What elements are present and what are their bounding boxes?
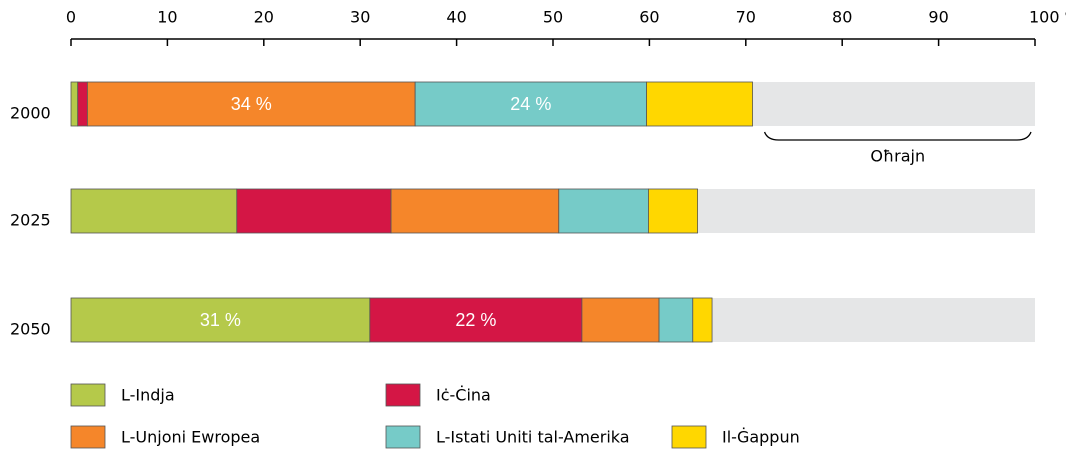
bar-segment — [646, 81, 753, 127]
bar-segment — [390, 188, 560, 234]
legend-label: Iċ-Ċina — [436, 386, 491, 405]
bar-segment — [648, 188, 698, 234]
annotation: Oħrajn — [870, 147, 925, 166]
value-label: 34 % — [231, 94, 272, 114]
x-tick-label: 60 — [639, 8, 659, 27]
bar-segment — [692, 297, 713, 343]
bar-segment — [581, 297, 660, 343]
legend-swatch — [385, 425, 421, 449]
x-tick-label: 40 — [446, 8, 466, 27]
legend-label: Il-Ġappun — [722, 428, 800, 447]
x-tick-label: 90 — [928, 8, 948, 27]
legend-swatch — [385, 383, 421, 407]
bar-segment — [70, 297, 371, 343]
legend-label: L-Istati Uniti tal-Amerika — [436, 428, 630, 447]
bar-segment — [369, 297, 583, 343]
bar-segment — [70, 81, 79, 127]
value-label: 31 % — [200, 310, 241, 330]
bar-segment — [236, 188, 392, 234]
brace — [763, 131, 1032, 141]
x-tick-label: 100 % — [1029, 8, 1066, 27]
x-tick-label: 70 — [736, 8, 756, 27]
legend-swatch — [70, 425, 106, 449]
x-tick-label: 80 — [832, 8, 852, 27]
legend-swatch — [671, 425, 707, 449]
category-label: 2025 — [10, 211, 51, 230]
bar-segment — [658, 297, 694, 343]
value-label: 22 % — [455, 310, 496, 330]
legend-label: L-Indja — [121, 386, 175, 405]
x-tick-label: 20 — [254, 8, 274, 27]
x-tick-label: 10 — [157, 8, 177, 27]
bar-segment — [70, 188, 238, 234]
bar-segment — [77, 81, 88, 127]
category-label: 2050 — [10, 320, 51, 339]
bar-segment — [86, 81, 416, 127]
value-label: 24 % — [510, 94, 551, 114]
category-label: 2000 — [10, 104, 51, 123]
bar-segment — [558, 188, 649, 234]
x-tick-label: 30 — [350, 8, 370, 27]
legend-label: L-Unjoni Ewropea — [121, 428, 260, 447]
x-tick-label: 0 — [66, 8, 76, 27]
x-tick-label: 50 — [543, 8, 563, 27]
legend-swatch — [70, 383, 106, 407]
